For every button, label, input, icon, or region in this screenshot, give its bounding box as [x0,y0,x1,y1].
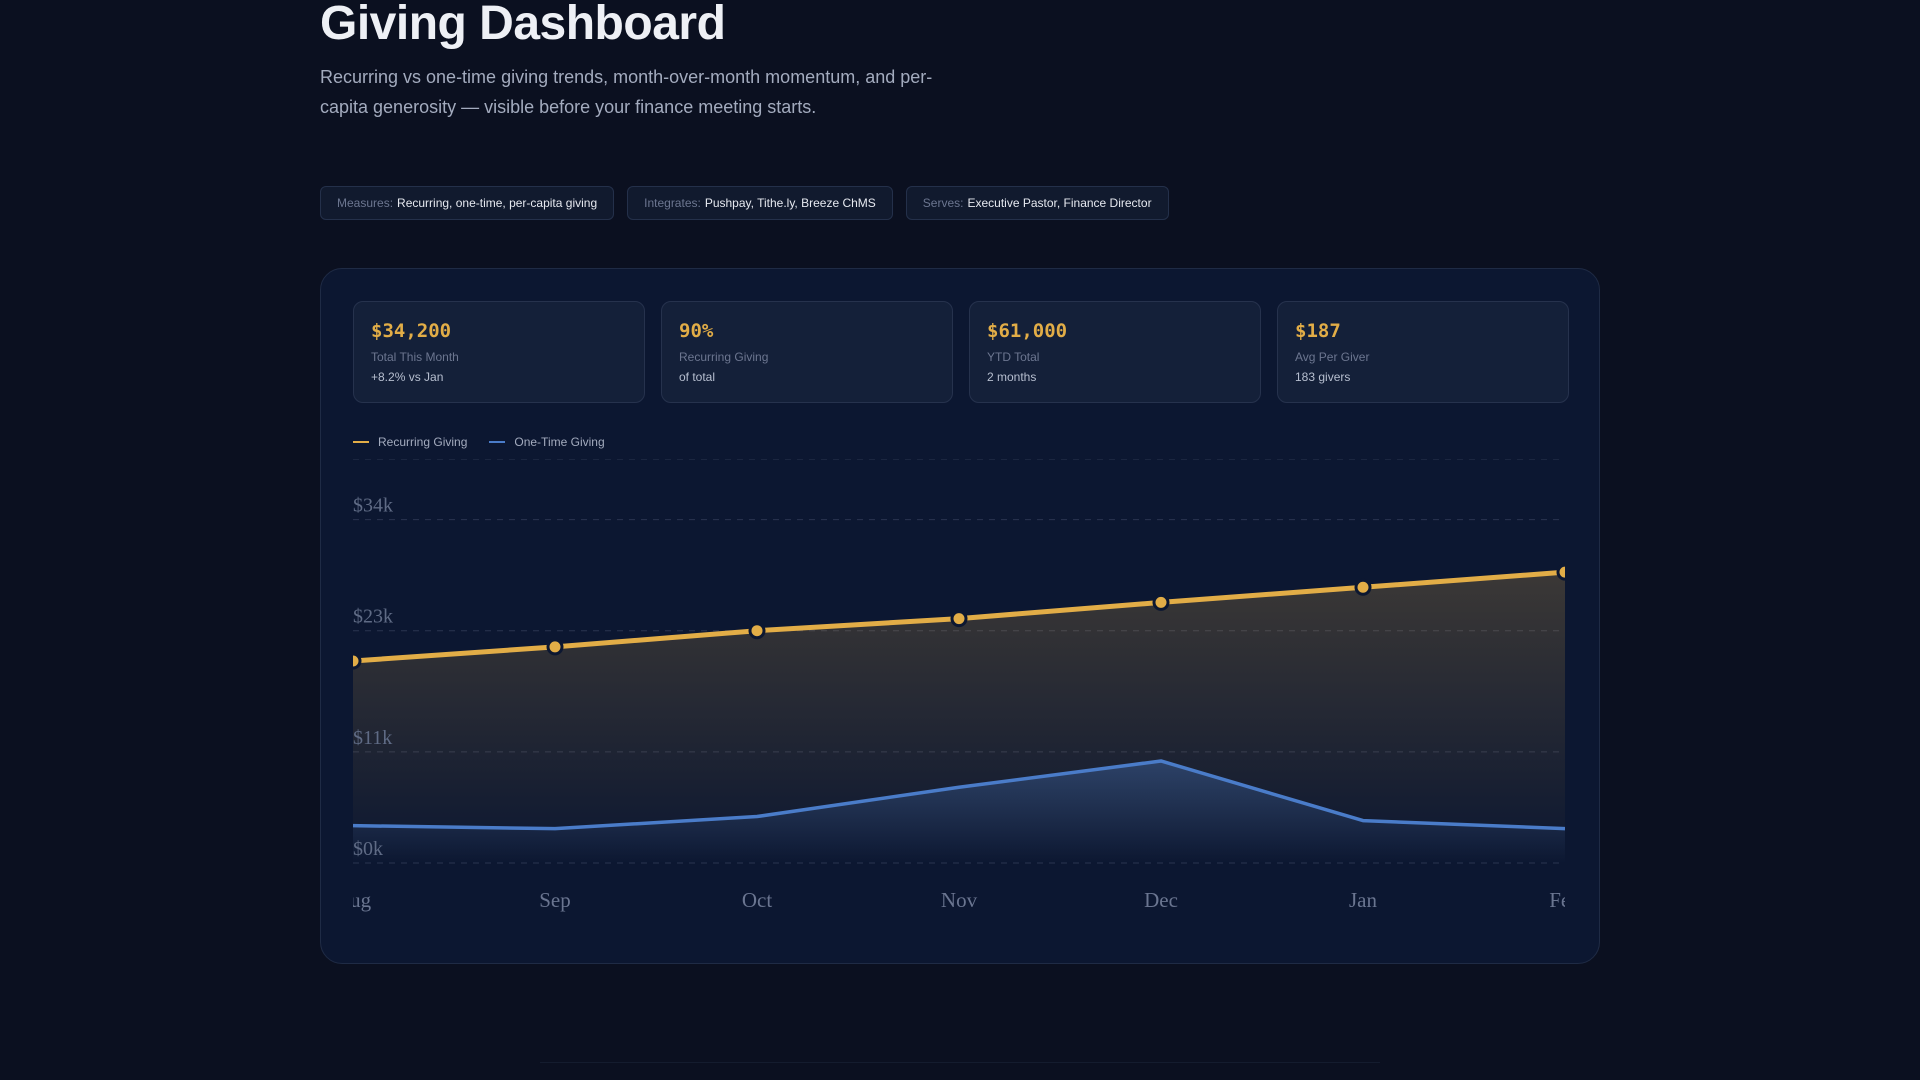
stat-sub: 183 givers [1295,370,1351,384]
chart-legend: Recurring Giving One-Time Giving [353,435,605,449]
x-axis: Aug Sep Oct Nov Dec Jan Feb [353,888,1569,912]
tag-serves: Serves: Executive Pastor, Finance Direct… [905,186,1169,220]
x-tick-label: Dec [1144,888,1178,912]
x-tick-label: Oct [742,888,772,912]
tag-value: Executive Pastor, Finance Director [967,196,1152,210]
legend-swatch [353,441,369,443]
recurring-point [1354,578,1372,596]
tag-integrates: Integrates: Pushpay, Tithe.ly, Breeze Ch… [627,186,893,220]
tag-value: Pushpay, Tithe.ly, Breeze ChMS [704,196,876,210]
tag-key: Serves: [922,196,964,210]
stat-card-total-month: $34,200 Total This Month +8.2% vs Jan [353,301,645,403]
stat-card-ytd: $61,000 YTD Total 2 months [969,301,1261,403]
legend-item-one-time[interactable]: One-Time Giving [489,435,605,449]
x-tick-label: Jan [1349,888,1377,912]
x-tick-label: Feb [1549,888,1569,912]
y-tick-label: $23k [353,606,393,628]
one-time-area [353,760,1565,863]
recurring-point [353,652,362,670]
x-tick-label: Aug [353,888,372,912]
stat-label: Total This Month [371,350,459,364]
stat-value: 90% [679,320,714,342]
stat-sub: of total [679,370,716,384]
stat-value: $187 [1295,320,1341,342]
stat-value: $34,200 [371,320,452,342]
page-subtitle: Recurring vs one-time giving trends, mon… [320,67,933,117]
x-tick-label: Sep [539,888,571,912]
stat-sub: +8.2% vs Jan [371,370,444,384]
tag-key: Integrates: [644,196,701,210]
legend-swatch [489,441,506,443]
tag-row: Measures: Recurring, one-time, per-capit… [320,186,1169,220]
stat-sub: 2 months [987,370,1037,384]
stat-card-recurring: 90% Recurring Giving of total [661,301,953,403]
x-tick-label: Nov [941,888,978,912]
dashboard-panel: $34,200 Total This Month +8.2% vs Jan 90… [320,268,1600,964]
stat-label: YTD Total [987,350,1040,364]
y-tick-label: $11k [353,727,392,749]
stat-value: $61,000 [987,320,1068,342]
one-time-line [353,759,1565,831]
footer-divider [540,1062,1380,1063]
legend-label: Recurring Giving [378,435,468,449]
page-title: Giving Dashboard [320,0,726,50]
y-tick-label: $0k [353,838,383,860]
giving-trend-chart: $0k $11k $23k $34k Aug Sep Oct Nov Dec Jan Feb [353,459,1569,912]
tag-key: Measures: [337,196,394,210]
tag-measures: Measures: Recurring, one-time, per-capit… [320,186,615,220]
y-tick-label: $34k [353,495,393,517]
recurring-point [1556,563,1565,581]
recurring-point [546,638,564,656]
stat-label: Recurring Giving [679,350,769,364]
stat-label: Avg Per Giver [1295,350,1370,364]
legend-item-recurring[interactable]: Recurring Giving [353,435,467,449]
plot-area [353,563,1565,863]
stat-cards: $34,200 Total This Month +8.2% vs Jan 90… [353,301,1569,403]
recurring-point [950,610,968,628]
recurring-point [748,622,766,640]
stat-card-avg-giver: $187 Avg Per Giver 183 givers [1277,301,1569,403]
tag-value: Recurring, one-time, per-capita giving [397,196,598,210]
recurring-point [1152,593,1170,611]
legend-label: One-Time Giving [514,435,605,449]
